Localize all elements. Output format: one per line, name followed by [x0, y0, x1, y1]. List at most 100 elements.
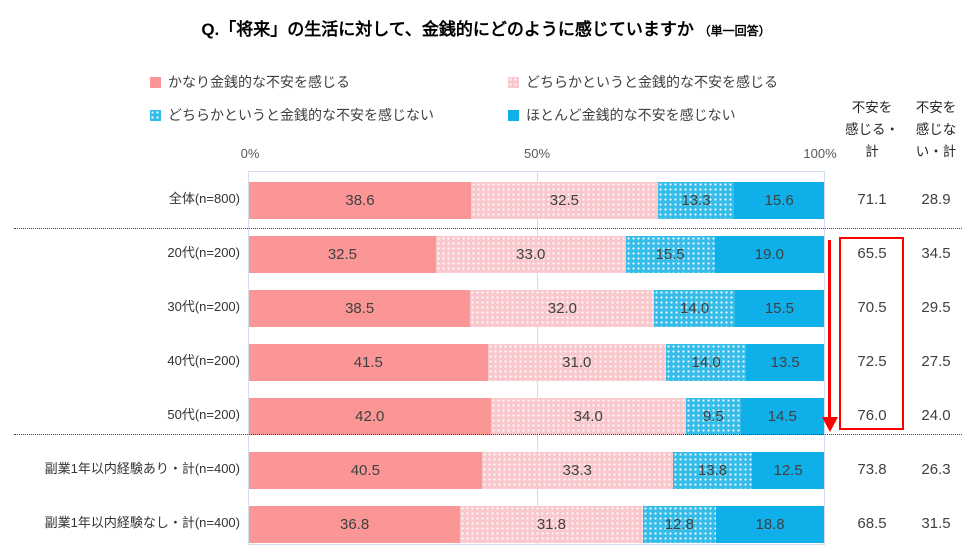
bar-segment: 14.5: [740, 398, 824, 435]
bar-sidejob-no: 36.8 31.8 12.8 18.8: [249, 506, 824, 543]
segment-value: 32.5: [549, 192, 579, 209]
segment-value: 9.5: [702, 408, 724, 425]
bar-segment: 32.5: [249, 236, 436, 273]
segment-value: 40.5: [350, 462, 380, 479]
bar-sidejob-yes: 40.5 33.3 13.8 12.5: [249, 452, 824, 489]
segment-value: 18.8: [755, 516, 785, 533]
anxious-total: 68.5: [857, 515, 887, 532]
sum-header-not-anxious-total: 不安を 感じな い・計: [915, 100, 957, 159]
segment-value: 33.3: [562, 462, 592, 479]
separator-after-zentai: [14, 228, 962, 229]
axis-tick-50: 50%: [523, 146, 551, 161]
segment-value: 42.0: [355, 408, 385, 425]
segment-value: 19.0: [754, 246, 784, 263]
not-anxious-total: 31.5: [921, 515, 951, 532]
bar-segment: 33.3: [481, 452, 673, 489]
bar-segment: 15.5: [625, 236, 715, 273]
bar-segment: 31.8: [460, 506, 643, 543]
bar-segment: 14.0: [665, 344, 747, 381]
segment-value: 15.5: [655, 246, 685, 263]
anxious-total: 70.5: [857, 299, 887, 316]
segment-value: 13.5: [770, 354, 800, 371]
row-label-50s: 50代(n=200): [167, 407, 240, 422]
bar-segment: 38.5: [249, 290, 471, 327]
axis-tick-0: 0%: [240, 146, 260, 161]
title-main: Q.「将来」の生活に対して、金銭的にどのように感じていますか: [201, 20, 694, 39]
anxious-total: 72.5: [857, 353, 887, 370]
segment-value: 38.5: [345, 300, 375, 317]
anxious-total: 71.1: [857, 191, 887, 208]
row-label-30s: 30代(n=200): [167, 299, 240, 314]
legend-swatch-solid-pink-icon: [150, 76, 161, 88]
segment-value: 31.0: [562, 354, 592, 371]
axis-tick-100: 100%: [803, 146, 837, 161]
legend-swatch-solid-blue-icon: [508, 109, 519, 121]
bar-20s: 32.5 33.0 15.5 19.0: [249, 236, 824, 273]
segment-value: 36.8: [339, 516, 370, 533]
segment-value: 41.5: [353, 354, 383, 371]
down-arrow-head-icon: [822, 417, 838, 432]
bar-segment: 13.8: [672, 452, 753, 489]
bar-segment: 36.8: [249, 506, 461, 543]
plot-area: 38.6 32.5 13.3 15.6 32.5 33.0 15.5 19.0 …: [248, 171, 825, 545]
bar-segment: 33.0: [435, 236, 626, 273]
legend-label: かなり金銭的な不安を感じる: [168, 74, 350, 90]
legend-label: どちらかというと金銭的な不安を感じる: [526, 74, 778, 90]
segment-value: 15.5: [764, 300, 795, 317]
bar-40s: 41.5 31.0 14.0 13.5: [249, 344, 824, 381]
bar-segment: 9.5: [686, 398, 741, 435]
legend-item-somewhat-anxiety: どちらかというと金銭的な不安を感じる: [508, 72, 778, 92]
bar-segment: 41.5: [249, 344, 488, 381]
row-label-sidejob-yes: 副業1年以内経験あり・計(n=400): [44, 461, 240, 476]
segment-value: 14.5: [767, 408, 797, 425]
segment-value: 13.3: [681, 192, 711, 209]
segment-value: 13.8: [697, 462, 728, 479]
not-anxious-total: 28.9: [921, 191, 951, 208]
segment-value: 12.8: [664, 516, 694, 533]
legend-item-no-anxiety: ほとんど金銭的な不安を感じない: [508, 105, 736, 125]
row-label-zentai: 全体(n=800): [168, 191, 240, 206]
legend-label: どちらかというと金銭的な不安を感じない: [168, 107, 434, 123]
row-label-40s: 40代(n=200): [167, 353, 240, 368]
segment-value: 34.0: [573, 408, 603, 425]
bar-segment: 15.5: [734, 290, 824, 327]
bar-segment: 13.5: [746, 344, 824, 381]
anxious-total: 73.8: [857, 461, 887, 478]
legend-item-strong-anxiety: かなり金銭的な不安を感じる: [150, 72, 350, 92]
sum-header-anxious-total: 不安を 感じる・ 計: [845, 100, 899, 159]
bar-segment: 18.8: [716, 506, 824, 543]
bar-30s: 38.5 32.0 14.0 15.5: [249, 290, 824, 327]
segment-value: 38.6: [345, 192, 375, 209]
legend-swatch-dotted-blue-icon: [150, 109, 161, 121]
legend-label: ほとんど金銭的な不安を感じない: [526, 107, 736, 123]
bar-segment: 13.3: [657, 182, 735, 219]
bar-segment: 32.0: [470, 290, 655, 327]
separator-after-50s: [14, 434, 962, 435]
segment-value: 12.5: [773, 462, 803, 479]
anxious-total: 65.5: [857, 245, 887, 262]
not-anxious-total: 26.3: [921, 461, 951, 478]
bar-segment: 34.0: [490, 398, 686, 435]
highlight-rectangle: [839, 237, 904, 430]
bar-segment: 38.6: [249, 182, 471, 219]
not-anxious-total: 27.5: [921, 353, 951, 370]
segment-value: 32.0: [547, 300, 577, 317]
row-label-20s: 20代(n=200): [167, 245, 240, 260]
segment-value: 33.0: [516, 246, 546, 263]
legend-swatch-dotted-pink-icon: [508, 76, 519, 88]
down-arrow-line: [828, 240, 831, 418]
legend-item-somewhat-no-anxiety: どちらかというと金銭的な不安を感じない: [150, 105, 434, 125]
bar-segment: 32.5: [470, 182, 658, 219]
segment-value: 14.0: [680, 300, 710, 317]
bar-segment: 19.0: [714, 236, 824, 273]
bar-segment: 31.0: [487, 344, 666, 381]
row-label-sidejob-no: 副業1年以内経験なし・計(n=400): [44, 515, 240, 530]
bar-segment: 12.8: [642, 506, 717, 543]
title-suffix: （単一回答）: [698, 24, 771, 38]
segment-value: 31.8: [536, 516, 567, 533]
bar-segment: 14.0: [654, 290, 735, 327]
segment-value: 32.5: [327, 246, 358, 263]
bar-50s: 42.0 34.0 9.5 14.5: [249, 398, 824, 435]
bar-zentai: 38.6 32.5 13.3 15.6: [249, 182, 824, 219]
